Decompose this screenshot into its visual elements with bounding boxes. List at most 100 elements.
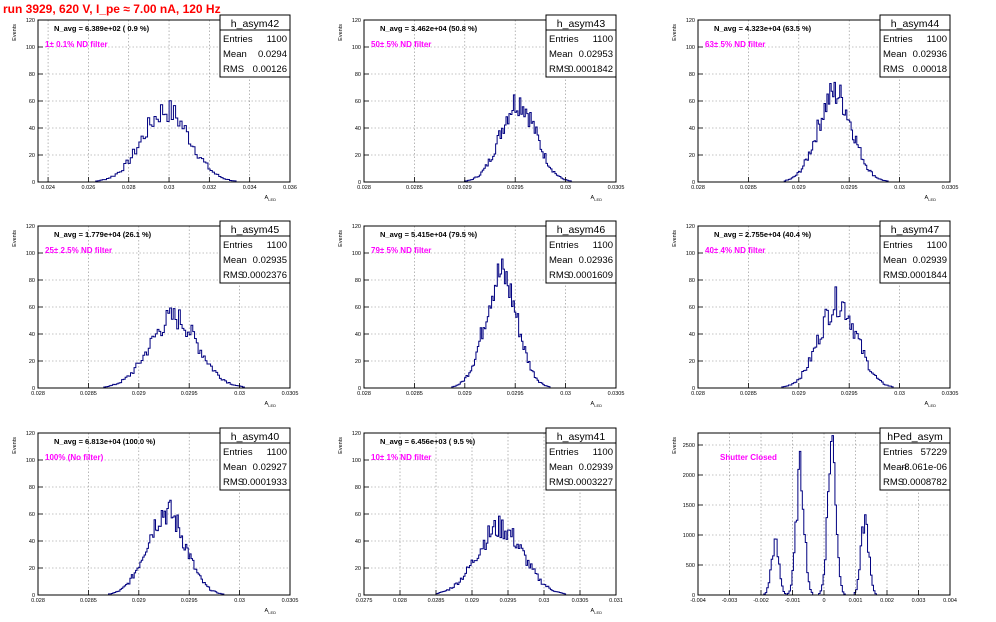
y-tick-label: 120 [352, 224, 361, 230]
x-tick-label: 0.029 [132, 598, 146, 604]
y-tick-label: 40 [29, 332, 35, 338]
stats-value: 1100 [927, 240, 947, 251]
x-tick-label: 0.03 [539, 598, 550, 604]
y-axis-title: Events [338, 437, 344, 454]
y-tick-label: 100 [686, 45, 695, 51]
y-tick-label: 20 [355, 566, 361, 572]
stats-label: RMS [883, 270, 904, 281]
stats-box [545, 14, 617, 78]
y-tick-label: 20 [689, 359, 695, 365]
stats-value: 0.00018 [913, 64, 947, 75]
x-tick-label: 0.0285 [428, 598, 445, 604]
stats-box [219, 14, 291, 78]
x-tick-label: 0.036 [283, 185, 297, 191]
x-tick-label: 0.0295 [181, 598, 198, 604]
x-axis-title: ALED [265, 195, 277, 202]
histogram-bars [108, 499, 230, 596]
stats-value: 0.0003227 [568, 477, 613, 488]
x-tick-label: 0.031 [609, 598, 623, 604]
stats-value: 0.02939 [579, 462, 613, 473]
x-axis-title: ALED [591, 401, 603, 408]
stats-value: 0.0002376 [242, 270, 287, 281]
x-tick-label: 0.028 [691, 391, 705, 397]
stats-label: Mean [883, 255, 907, 266]
y-axis-title: Events [672, 437, 678, 454]
stats-value: 0.0001609 [568, 270, 613, 281]
stats-label: Mean [883, 49, 907, 60]
x-tick-label: 0.024 [41, 185, 55, 191]
x-tick-label: 0.03 [894, 185, 905, 191]
stats-value: 0.0294 [258, 49, 287, 60]
stats-box [879, 220, 951, 284]
x-axis-title: ALED [265, 401, 277, 408]
y-tick-label: 1500 [683, 503, 695, 509]
x-tick-label: 0.0305 [942, 185, 959, 191]
stats-box [545, 220, 617, 284]
filter-annotation: 25± 2.5% ND filter [45, 246, 112, 255]
stats-value: 0.00126 [253, 64, 287, 75]
stats-value: 1100 [927, 34, 947, 45]
y-axis-title: Events [12, 437, 18, 454]
x-tick-label: 0.03 [560, 391, 571, 397]
stats-label: RMS [223, 477, 244, 488]
y-tick-label: 20 [355, 153, 361, 159]
filter-annotation: 10± 1% ND filter [371, 453, 431, 462]
x-tick-label: 0.004 [943, 598, 957, 604]
histogram-panel-h_asym47: 0.028 0.0285 0.029 0.0295 0.03 0.0305 0 20 40 60 8… [672, 220, 959, 408]
histogram-panel-h_asym42: 0.024 0.026 0.028 0.03 0.032 0.034 0.036 0 20 40 6… [12, 14, 297, 202]
stats-value: 0.02927 [253, 462, 287, 473]
stats-label: Mean [223, 462, 247, 473]
x-tick-label: 0.0305 [942, 391, 959, 397]
histogram-name: h_asym43 [557, 18, 606, 30]
stats-label: Entries [549, 240, 579, 251]
y-tick-label: 120 [26, 431, 35, 437]
navg-label: N_avg = 6.813e+04 (100.0 %) [54, 437, 156, 446]
filter-annotation: 50± 5% ND filter [371, 40, 431, 49]
stats-value: 1100 [267, 34, 287, 45]
y-tick-label: 60 [29, 99, 35, 105]
x-tick-label: 0.028 [31, 391, 45, 397]
x-tick-label: 0.0305 [282, 598, 299, 604]
stats-label: Mean [223, 255, 247, 266]
x-axis-title: ALED [591, 195, 603, 202]
y-tick-label: 0 [32, 180, 35, 186]
stats-value: 1100 [267, 240, 287, 251]
navg-label: N_avg = 3.462e+04 (50.8 %) [380, 24, 478, 33]
histogram-name: h_asym46 [557, 224, 606, 236]
stats-value: 0.0001842 [568, 64, 613, 75]
y-tick-label: 20 [355, 359, 361, 365]
stats-label: Entries [549, 447, 579, 458]
x-tick-label: -0.002 [753, 598, 769, 604]
stats-label: Mean [223, 49, 247, 60]
stats-value: 0.02935 [253, 255, 287, 266]
stats-value: 0.02939 [913, 255, 947, 266]
navg-label: N_avg = 5.415e+04 (79.5 %) [380, 230, 478, 239]
x-tick-label: 0.0285 [80, 391, 97, 397]
y-tick-label: 100 [26, 251, 35, 257]
y-axis-title: Events [12, 230, 18, 247]
navg-label: N_avg = 6.456e+03 ( 9.5 %) [380, 437, 476, 446]
x-tick-label: 0.0295 [841, 185, 858, 191]
stats-label: Entries [549, 34, 579, 45]
histogram-panel-h_asym45: 0.028 0.0285 0.029 0.0295 0.03 0.0305 0 20 40 60 8… [12, 220, 299, 408]
y-tick-label: 2000 [683, 473, 695, 479]
x-tick-label: -0.001 [785, 598, 801, 604]
histogram-bars [444, 258, 566, 389]
stats-box [219, 220, 291, 284]
stats-value: 1100 [593, 447, 613, 458]
x-tick-label: 0.0285 [80, 598, 97, 604]
x-tick-label: 0.0305 [282, 391, 299, 397]
y-tick-label: 0 [692, 386, 695, 392]
y-tick-label: 100 [352, 458, 361, 464]
stats-label: Entries [223, 447, 253, 458]
stats-label: Entries [223, 240, 253, 251]
stats-box [545, 427, 617, 491]
page-title: run 3929, 620 V, I_pe ≈ 7.00 nA, 120 Hz [3, 2, 221, 16]
x-tick-label: -0.004 [690, 598, 706, 604]
x-tick-label: 0.03 [164, 185, 175, 191]
histogram-bars [76, 100, 260, 183]
histogram-name: h_asym41 [557, 431, 606, 443]
filter-annotation: Shutter Closed [720, 453, 777, 462]
y-tick-label: 120 [352, 18, 361, 24]
